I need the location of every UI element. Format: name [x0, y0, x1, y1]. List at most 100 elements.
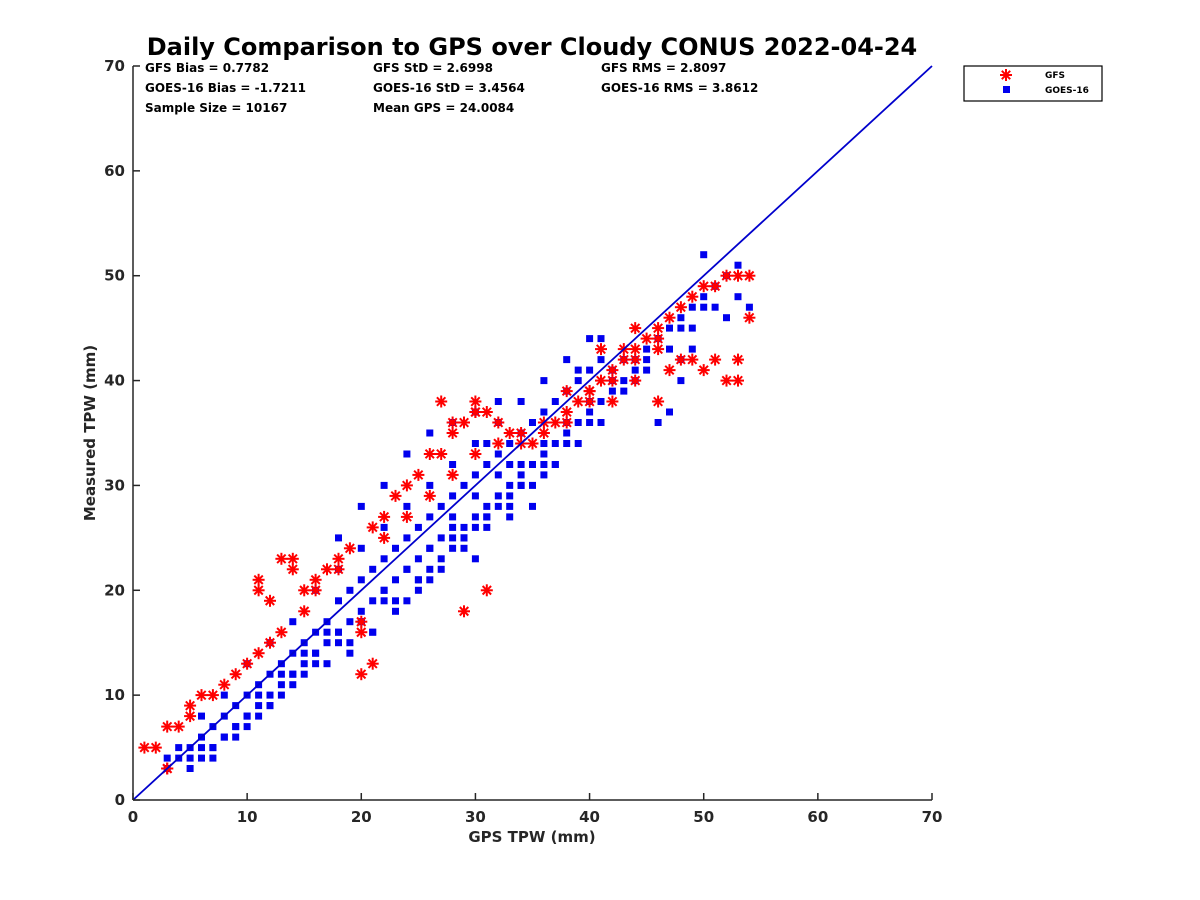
x-axis-ticks: 0 10 20 30 40 50 60 70	[128, 793, 942, 826]
goes-16-point	[186, 765, 194, 772]
goes-16-point	[426, 513, 434, 521]
goes-16-point	[460, 534, 468, 542]
goes-16-point	[563, 429, 571, 437]
gfs-point	[366, 521, 379, 534]
legend-gfs-asterisk	[1000, 69, 1012, 81]
goes-16-point	[392, 597, 399, 605]
goes-16-point	[220, 691, 228, 699]
y-tick-label: 50	[104, 267, 125, 285]
stat-goes-rms: GOES-16 RMS = 3.8612	[601, 81, 758, 95]
y-tick-label: 40	[104, 372, 125, 390]
stat-sample-size: Sample Size = 10167	[145, 101, 287, 115]
y-tick-label: 10	[104, 686, 125, 704]
gfs-point	[423, 448, 436, 460]
goes-16-point	[483, 513, 491, 521]
gfs-point	[469, 448, 482, 460]
gfs-point	[629, 343, 642, 356]
goes-16-point	[437, 534, 445, 542]
goes-16-point	[403, 502, 411, 510]
goes-16-point	[666, 324, 673, 332]
legend-box	[963, 65, 1103, 102]
goes-16-point	[643, 345, 651, 353]
gfs-point	[652, 332, 665, 345]
gfs-point	[640, 332, 653, 345]
goes-16-point	[471, 513, 479, 521]
gfs-point	[343, 542, 356, 555]
gfs-point	[355, 615, 368, 628]
gfs-point	[252, 573, 265, 586]
goes-16-point	[369, 597, 377, 605]
gfs-point	[732, 374, 744, 387]
gfs-point	[298, 605, 311, 618]
gfs-point	[366, 657, 379, 670]
goes-16-point	[232, 733, 240, 741]
x-tick-label: 30	[465, 808, 486, 826]
gfs-point	[674, 353, 687, 366]
goes-16-point	[380, 523, 388, 531]
legend: GFS GOES-16	[963, 65, 1103, 102]
gfs-point	[652, 322, 665, 335]
goes-16-point	[437, 555, 445, 563]
gfs-point	[446, 468, 459, 481]
goes-16-point	[540, 450, 548, 458]
goes-16-point	[449, 523, 457, 531]
goes-16-point	[277, 691, 285, 699]
goes-16-point	[471, 555, 479, 563]
gfs-point	[652, 343, 665, 356]
one-to-one-line	[132, 65, 933, 801]
gfs-point	[264, 636, 276, 649]
gfs-point	[674, 301, 687, 314]
goes-16-point	[266, 702, 274, 710]
x-tick-label: 10	[237, 808, 258, 826]
goes-16-point	[654, 419, 662, 426]
gfs-point	[583, 385, 596, 398]
goes-16-point	[392, 607, 399, 615]
goes-16-point	[586, 408, 594, 416]
statistics-block: GFS Bias = 0.7782 GFS StD = 2.6998 GFS R…	[145, 61, 758, 115]
gfs-point	[275, 552, 288, 565]
goes-16-point	[643, 366, 651, 374]
goes-16-point	[437, 502, 445, 510]
y-tick-label: 60	[104, 162, 125, 180]
gfs-point	[378, 531, 391, 544]
goes-16-point	[346, 618, 354, 626]
goes-16-point	[483, 502, 491, 510]
gfs-point	[480, 584, 493, 597]
gfs-point	[515, 427, 528, 439]
goes-16-point	[597, 398, 605, 405]
gfs-point	[697, 280, 710, 293]
y-tick-label: 20	[104, 581, 125, 599]
goes-16-point	[483, 523, 491, 531]
goes-16-point	[300, 649, 308, 657]
goes-16-point	[551, 398, 559, 405]
stat-goes-std: GOES-16 StD = 3.4564	[373, 81, 525, 95]
gfs-point	[720, 374, 733, 387]
stat-gfs-std: GFS StD = 2.6998	[373, 61, 493, 75]
goes-16-point	[586, 419, 594, 426]
goes-16-point	[414, 576, 422, 584]
goes-16-point	[677, 314, 685, 322]
gfs-point	[595, 374, 607, 387]
goes-16-point	[620, 377, 628, 385]
goes-16-point	[346, 649, 354, 657]
goes-16-point	[209, 744, 217, 752]
stat-mean-gps: Mean GPS = 24.0084	[373, 101, 514, 115]
gfs-point	[446, 416, 459, 429]
gfs-point	[537, 427, 550, 439]
goes-16-point	[506, 492, 514, 500]
gfs-point	[298, 584, 311, 597]
goes-16-point	[483, 461, 491, 468]
legend-gfs-marker	[1000, 69, 1012, 81]
goes-16-point	[734, 293, 742, 301]
goes-16-point	[506, 461, 514, 468]
goes-16-point	[494, 492, 502, 500]
goes-16-point	[506, 513, 514, 521]
goes-16-point	[494, 502, 502, 510]
gfs-point	[229, 668, 242, 681]
goes-16-point	[255, 691, 263, 699]
gfs-point	[423, 489, 436, 502]
goes-16-point	[471, 440, 479, 447]
gfs-point	[241, 657, 254, 670]
goes-16-point	[677, 324, 685, 332]
gfs-point	[720, 269, 733, 282]
